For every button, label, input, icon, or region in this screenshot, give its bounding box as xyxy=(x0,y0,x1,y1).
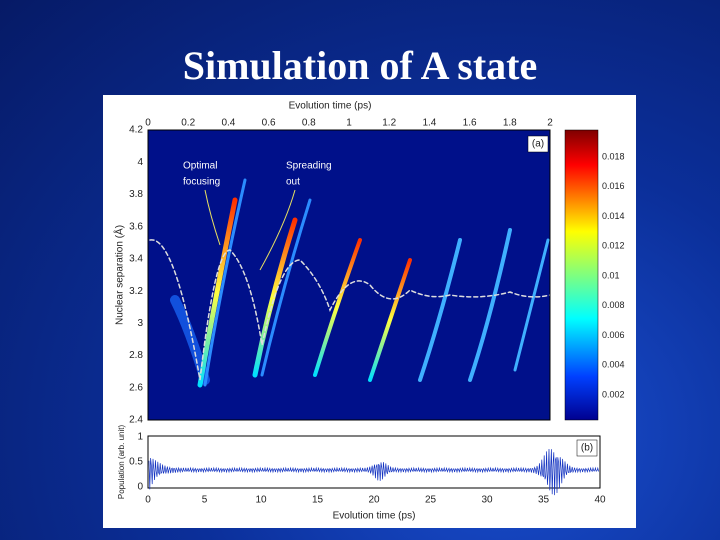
y-tick-label: 3.2 xyxy=(129,286,143,297)
x-tick-label: 40 xyxy=(594,495,606,506)
annotation: focusing xyxy=(183,177,220,188)
x-tick-label: 0 xyxy=(145,495,151,506)
y-tick-label: 3.8 xyxy=(129,189,143,200)
x-tick-label: 35 xyxy=(538,495,550,506)
x-tick-label: 10 xyxy=(255,495,267,506)
colorbar-tick-label: 0.018 xyxy=(602,151,625,161)
top-tick-label: 2 xyxy=(547,118,553,129)
x-tick-label: 5 xyxy=(202,495,208,506)
colorbar-tick-label: 0.014 xyxy=(602,211,625,221)
colorbar-tick-label: 0.002 xyxy=(602,389,625,399)
y-tick-label: 0 xyxy=(137,482,143,493)
slide-title: Simulation of A state xyxy=(182,43,538,88)
heatmap xyxy=(148,130,550,420)
panel-a-frame xyxy=(147,129,551,421)
tag-box xyxy=(527,135,549,153)
top-tick-label: 0.8 xyxy=(302,118,316,129)
y-tick-label: 3 xyxy=(137,318,143,329)
axis-label: Nuclear separation (Å) xyxy=(113,225,126,325)
annotation: out xyxy=(286,177,300,188)
top-tick-label: 1.6 xyxy=(463,118,477,129)
top-tick-label: 0 xyxy=(145,118,151,129)
top-tick-label: 1.4 xyxy=(422,118,436,129)
top-tick-label: 1.2 xyxy=(382,118,396,129)
top-tick-label: 1 xyxy=(346,118,352,129)
colorbar-tick-label: 0.01 xyxy=(602,270,620,280)
colorbar-tick-label: 0.008 xyxy=(602,300,625,310)
axis-label: Evolution time (ps) xyxy=(289,101,372,112)
y-tick-label: 3.4 xyxy=(129,254,143,265)
colorbar-tick-label: 0.016 xyxy=(602,181,625,191)
top-tick-label: 0.4 xyxy=(221,118,235,129)
x-tick-label: 25 xyxy=(425,495,437,506)
colorbar-tick-label: 0.012 xyxy=(602,241,625,251)
y-tick-label: 0.5 xyxy=(129,457,143,468)
annotation: Optimal xyxy=(183,161,217,172)
colorbar-tick-label: 0.006 xyxy=(602,330,625,340)
panel-b-frame xyxy=(147,435,601,489)
annotation: Spreading xyxy=(286,161,332,172)
tag-box xyxy=(576,439,598,457)
y-tick-label: 2.8 xyxy=(129,350,143,361)
y-tick-label: 4.2 xyxy=(129,125,143,136)
panel-tag: (b) xyxy=(581,443,593,454)
axis-label: Evolution time (ps) xyxy=(333,511,416,522)
panel-tag: (a) xyxy=(532,139,544,150)
y-tick-label: 2.6 xyxy=(129,382,143,393)
axis-label: Population (arb. unit) xyxy=(117,425,126,500)
y-tick-label: 3.6 xyxy=(129,221,143,232)
top-tick-label: 0.6 xyxy=(262,118,276,129)
top-tick-label: 0.2 xyxy=(181,118,195,129)
x-tick-label: 30 xyxy=(481,495,493,506)
y-tick-label: 2.4 xyxy=(129,415,143,426)
x-tick-label: 15 xyxy=(312,495,324,506)
y-tick-label: 1 xyxy=(137,432,143,443)
colorbar xyxy=(564,129,599,421)
y-tick-label: 4 xyxy=(137,157,143,168)
x-tick-label: 20 xyxy=(368,495,380,506)
population-trace xyxy=(148,448,599,496)
top-tick-label: 1.8 xyxy=(503,118,517,129)
colorbar-tick-label: 0.004 xyxy=(602,360,625,370)
